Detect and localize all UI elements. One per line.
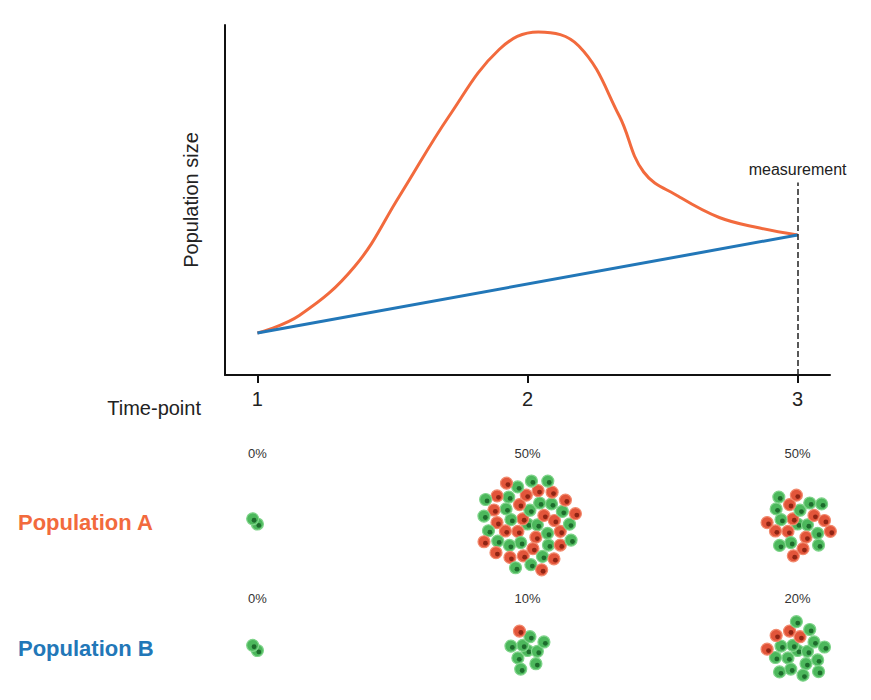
svg-text:0%: 0%	[248, 446, 267, 461]
svg-text:1: 1	[252, 388, 263, 410]
svg-text:3: 3	[792, 388, 803, 410]
svg-text:Population B: Population B	[18, 636, 154, 661]
svg-text:50%: 50%	[514, 446, 540, 461]
svg-text:50%: 50%	[785, 446, 811, 461]
svg-text:0%: 0%	[248, 591, 267, 606]
svg-text:Population size: Population size	[180, 132, 202, 268]
svg-text:10%: 10%	[514, 591, 540, 606]
svg-text:20%: 20%	[785, 591, 811, 606]
svg-text:measurement: measurement	[749, 161, 847, 178]
svg-text:Time-point: Time-point	[107, 397, 201, 419]
svg-text:2: 2	[522, 388, 533, 410]
svg-text:Population A: Population A	[18, 510, 153, 535]
